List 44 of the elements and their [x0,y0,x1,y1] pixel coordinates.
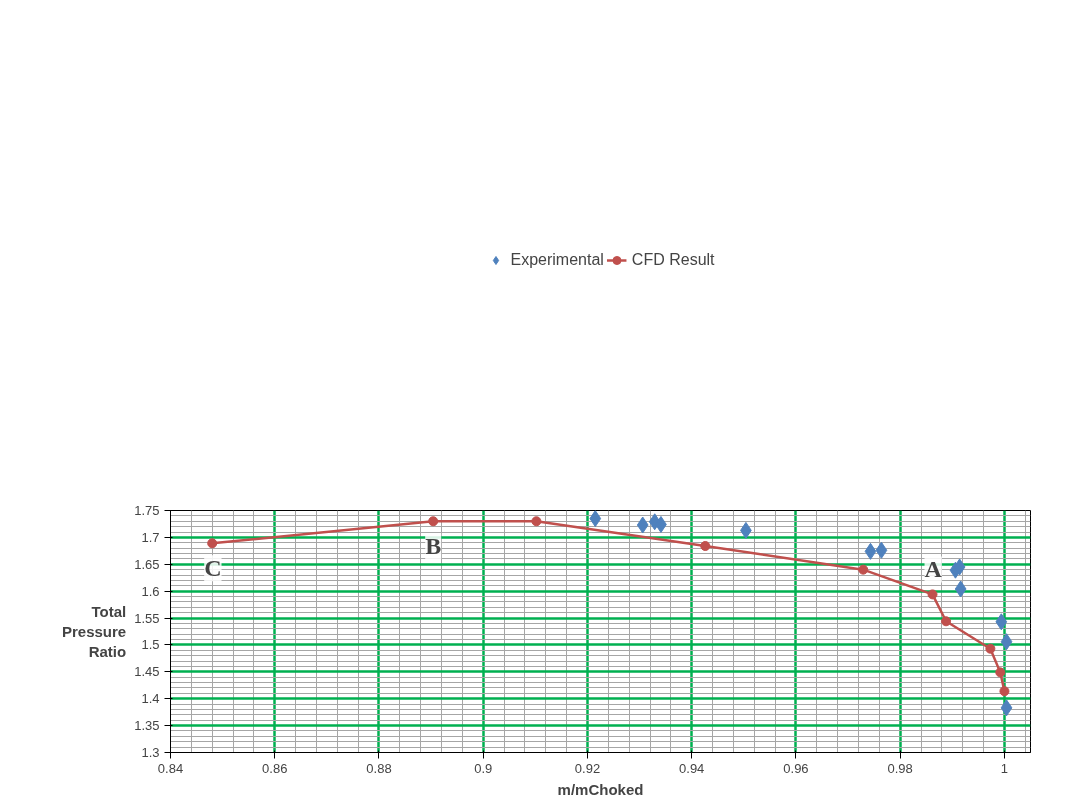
point [636,516,649,534]
y-tick-label: 1.7 [141,529,160,545]
y-tick-label: 1.5 [141,637,160,653]
point [941,616,952,627]
point [1000,633,1013,651]
point [428,516,439,527]
y-tick-label: 1.35 [134,718,160,734]
point [875,541,888,559]
x-tick-label: 1 [1000,760,1009,776]
point [954,580,967,598]
y-tick-label: 1.4 [141,691,160,707]
x-tick-label: 0.9 [474,760,493,776]
annotation: C [204,555,222,582]
y-tick-label: 1.3 [141,745,160,760]
point [207,538,218,549]
point [858,564,869,575]
point [531,516,542,527]
x-tick-label: 0.94 [679,760,705,776]
legend-label: CFD Result [631,251,715,269]
y-tick-label: 1.55 [134,610,160,626]
point [985,643,996,654]
legend-label: Experimental [510,251,604,269]
point [995,667,1006,678]
x-tick-label: 0.88 [366,760,392,776]
y-tick-label: 1.45 [134,664,160,680]
x-tick-label: 0.96 [783,760,809,776]
annotation: B [425,533,442,560]
x-tick-label: 0.84 [157,760,184,776]
point [700,541,711,551]
x-axis-title: m/mChoked [557,780,644,798]
point [589,510,602,528]
point [864,542,877,560]
y-tick-label: 1.6 [141,583,160,599]
point [927,589,938,600]
y-tick-label: 1.65 [134,556,160,572]
x-tick-label: 0.92 [574,760,601,776]
point [1000,699,1013,717]
y-axis-title: Total Pressure Ratio [61,602,127,661]
x-tick-label: 0.98 [887,760,913,776]
point [995,613,1008,631]
y-tick-label: 1.75 [134,503,160,518]
x-tick-label: 0.86 [262,760,288,776]
point [999,686,1010,697]
annotation: A [924,556,943,583]
